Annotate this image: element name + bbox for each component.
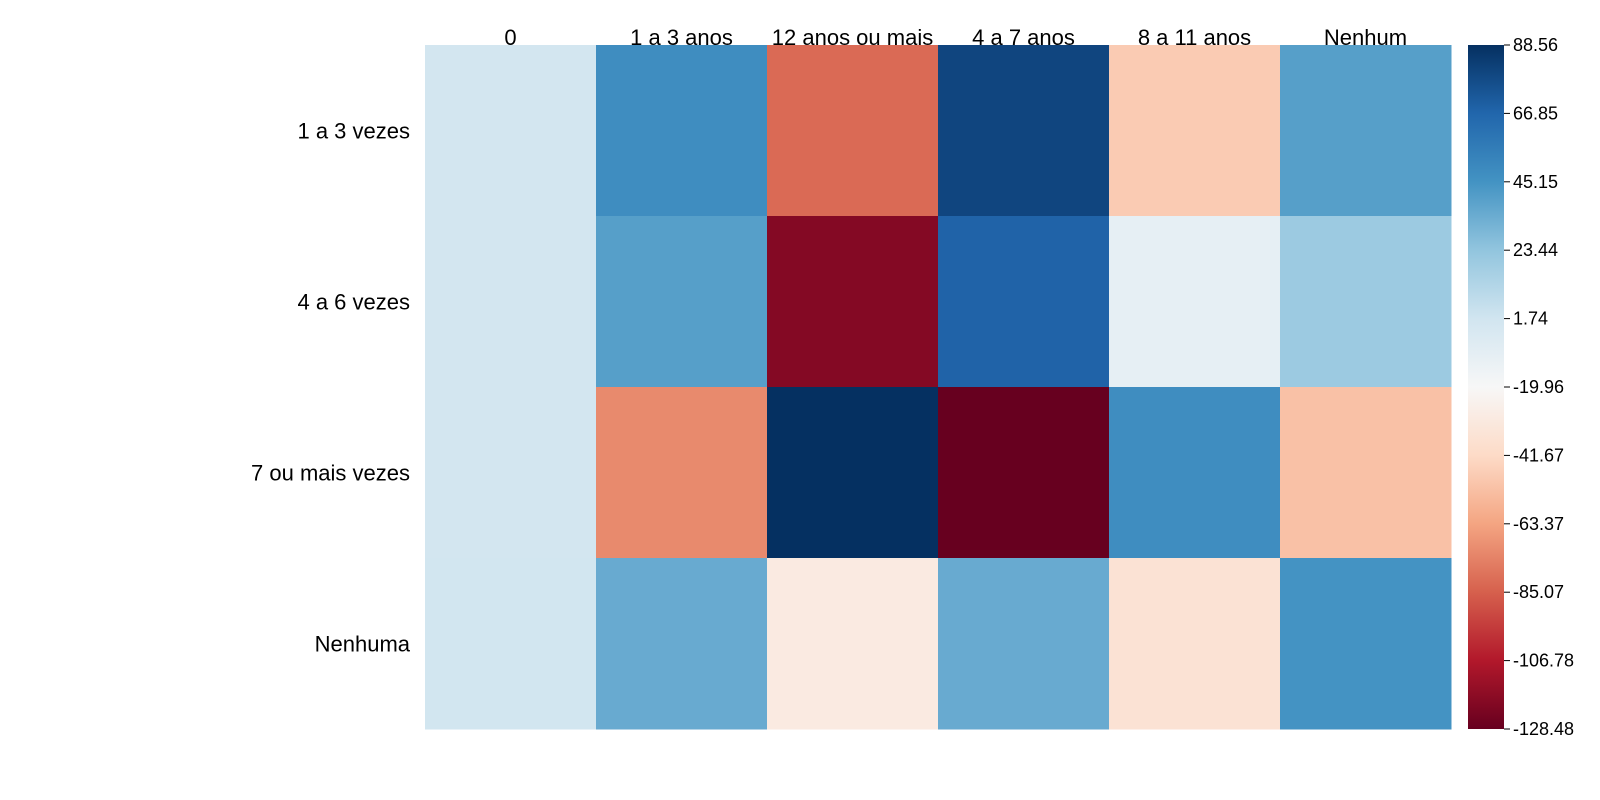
heatmap-cell	[1280, 558, 1452, 730]
heatmap-cell	[1280, 387, 1452, 559]
heatmap-cell	[938, 558, 1110, 730]
row-label: 4 a 6 vezes	[297, 290, 410, 315]
row-label: 1 a 3 vezes	[297, 119, 410, 144]
colorbar-tick-label: 88.56	[1513, 35, 1558, 55]
heatmap-cell	[1280, 45, 1452, 217]
column-label: 1 a 3 anos	[630, 25, 733, 50]
column-label: 12 anos ou mais	[772, 25, 933, 50]
colorbar-tick-label: 23.44	[1513, 240, 1558, 260]
column-label: Nenhum	[1324, 25, 1407, 50]
colorbar-gradient	[1468, 45, 1504, 729]
colorbar-tick-label: -63.37	[1513, 514, 1564, 534]
heatmap-cell	[767, 216, 939, 388]
colorbar-tick-label: -85.07	[1513, 582, 1564, 602]
colorbar-ticks: 88.56 66.85 45.15 23.44 1.74 -19.96 -41.67 -63.…	[1504, 35, 1574, 739]
column-label: 0	[504, 25, 516, 50]
row-labels: 1 a 3 vezes 4 a 6 vezes 7 ou mais vezes Nen…	[251, 119, 411, 657]
heatmap-cell	[596, 45, 768, 217]
heatmap-cell	[1109, 387, 1281, 559]
heatmap-cell	[1109, 216, 1281, 388]
heatmap-cell	[767, 558, 939, 730]
colorbar-tick-label: -106.78	[1513, 651, 1574, 671]
heatmap-cell	[938, 216, 1110, 388]
colorbar-tick-label: 1.74	[1513, 309, 1548, 329]
colorbar: 88.56 66.85 45.15 23.44 1.74 -19.96 -41.67 -63.…	[1468, 35, 1574, 739]
heatmap-cell	[767, 45, 939, 217]
colorbar-tick-label: -128.48	[1513, 719, 1574, 739]
row-label: Nenhuma	[315, 632, 411, 657]
heatmap-cell	[425, 216, 597, 388]
heatmap-cell	[596, 387, 768, 559]
row-label: 7 ou mais vezes	[251, 461, 410, 486]
colorbar-tick-label: 66.85	[1513, 103, 1558, 123]
heatmap-cell	[1109, 45, 1281, 217]
heatmap-cell	[425, 45, 597, 217]
colorbar-tick-label: -19.96	[1513, 377, 1564, 397]
heatmap-cell	[1280, 216, 1452, 388]
column-labels: 0 1 a 3 anos 12 anos ou mais 4 a 7 anos 8 a …	[504, 25, 1407, 50]
heatmap-cell	[596, 216, 768, 388]
column-label: 4 a 7 anos	[972, 25, 1075, 50]
heatmap-cell	[938, 387, 1110, 559]
heatmap-cell	[425, 558, 597, 730]
heatmap-cells	[425, 45, 1452, 730]
heatmap-cell	[767, 387, 939, 559]
heatmap-cell	[1109, 558, 1281, 730]
column-label: 8 a 11 anos	[1138, 25, 1251, 50]
colorbar-tick-label: 45.15	[1513, 172, 1558, 192]
heatmap-cell	[938, 45, 1110, 217]
heatmap-cell	[596, 558, 768, 730]
colorbar-tick-label: -41.67	[1513, 445, 1564, 465]
heatmap-cell	[425, 387, 597, 559]
